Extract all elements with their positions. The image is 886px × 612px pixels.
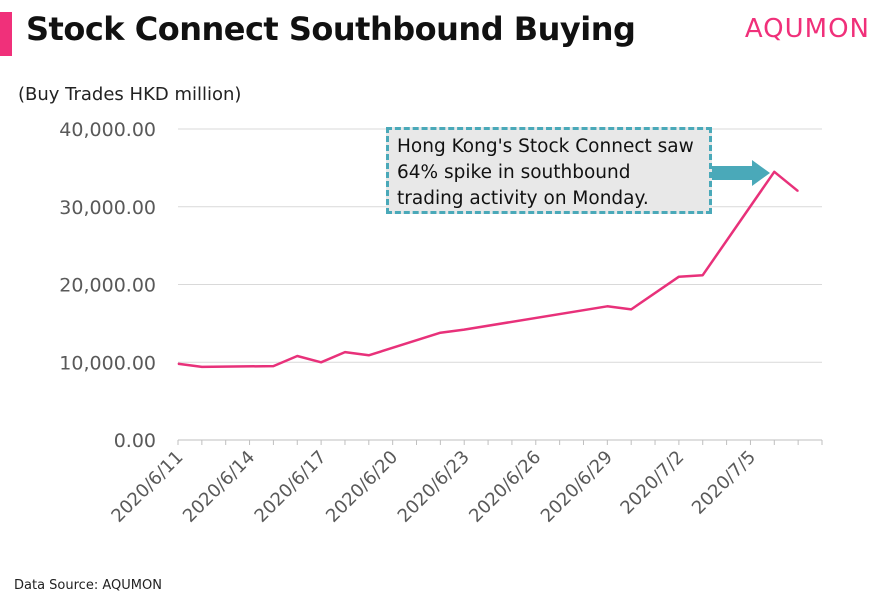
series-layer	[177, 170, 799, 369]
x-tick-label: 2020/7/2	[616, 447, 688, 519]
data-point	[344, 351, 346, 353]
y-tick-label: 10,000.00	[59, 352, 156, 374]
y-axis-ticks: 0.00 10,000.00 20,000.00 30,000.00 40,000.00	[59, 119, 156, 452]
x-axis-ticks: 2020/6/112020/6/142020/6/172020/6/202020…	[107, 447, 760, 527]
data-point	[272, 365, 274, 367]
x-tick-label: 2020/6/29	[537, 447, 617, 527]
data-point	[797, 190, 799, 192]
data-point	[702, 274, 704, 276]
x-tick-label: 2020/6/11	[107, 447, 187, 527]
data-point	[678, 276, 680, 278]
data-point	[606, 305, 608, 307]
callout-box: Hong Kong's Stock Connect saw 64% spike …	[386, 127, 712, 214]
data-point	[773, 171, 775, 173]
x-axis	[177, 439, 823, 445]
data-point	[201, 366, 203, 368]
data-source-note: Data Source: AQUMON	[14, 578, 162, 593]
callout-arrow	[712, 160, 770, 186]
data-point	[177, 363, 179, 365]
x-tick-label: 2020/6/17	[251, 447, 331, 527]
y-axis-unit-label: (Buy Trades HKD million)	[18, 84, 242, 105]
callout-arrow-layer	[712, 160, 770, 186]
x-tick-label: 2020/6/23	[394, 447, 474, 527]
x-tick-label: 2020/7/5	[688, 447, 760, 519]
data-point	[320, 361, 322, 363]
data-point	[368, 354, 370, 356]
y-tick-label: 20,000.00	[59, 275, 156, 297]
y-tick-label: 40,000.00	[59, 119, 156, 141]
data-point	[630, 308, 632, 310]
data-point	[296, 355, 298, 357]
y-tick-label: 0.00	[114, 430, 156, 452]
x-tick-label: 2020/6/26	[465, 447, 545, 527]
y-tick-label: 30,000.00	[59, 197, 156, 219]
data-point	[439, 332, 441, 334]
accent-bar	[0, 12, 12, 56]
x-tick-label: 2020/6/20	[322, 447, 402, 527]
brand-logo: AQUMON	[744, 14, 870, 44]
data-point	[463, 329, 465, 331]
x-tick-label: 2020/6/14	[179, 447, 259, 527]
chart-title: Stock Connect Southbound Buying	[26, 10, 636, 48]
